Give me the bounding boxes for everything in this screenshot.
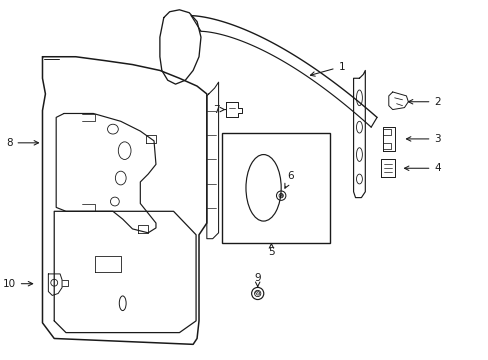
Text: 9: 9: [254, 273, 261, 287]
Text: 4: 4: [404, 163, 440, 173]
Text: 5: 5: [267, 244, 274, 257]
Text: 7: 7: [213, 104, 225, 114]
Text: 1: 1: [310, 62, 345, 76]
Text: 6: 6: [285, 171, 294, 188]
Text: 3: 3: [406, 134, 440, 144]
Bar: [222, 133, 329, 243]
Text: 8: 8: [6, 138, 39, 148]
Text: 2: 2: [407, 97, 440, 107]
Text: 10: 10: [2, 279, 33, 289]
